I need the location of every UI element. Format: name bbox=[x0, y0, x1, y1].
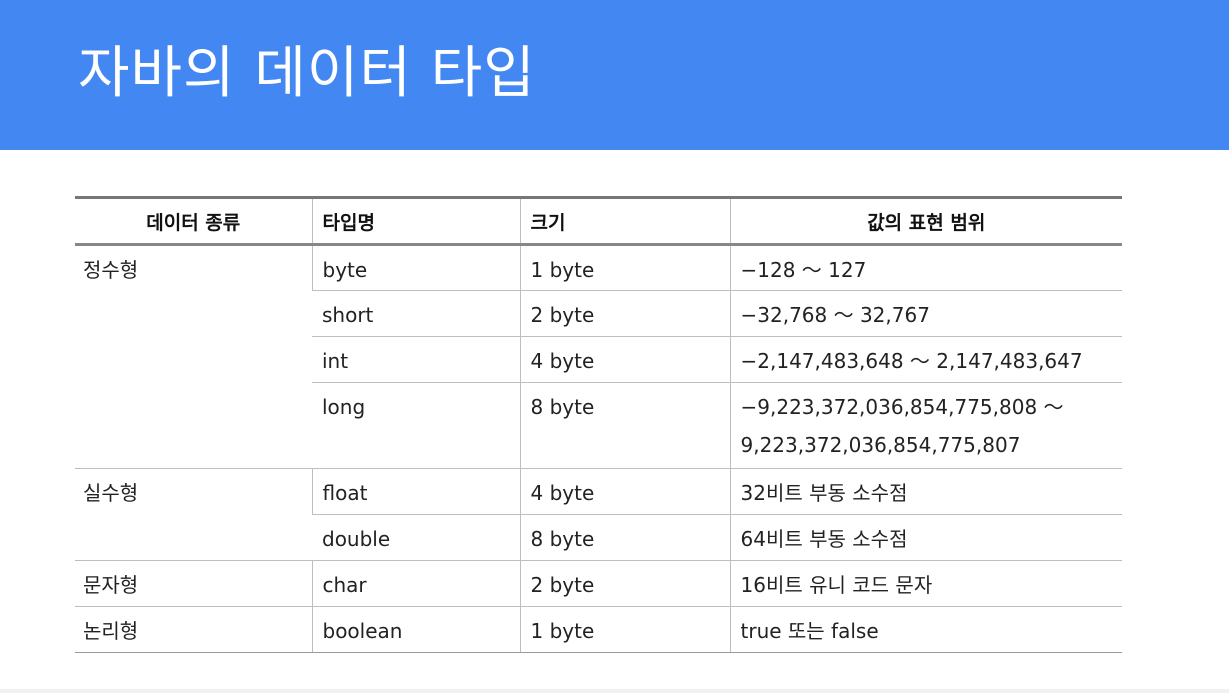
title-banner: 자바의 데이터 타입 bbox=[0, 0, 1229, 150]
size-cell: 1 byte bbox=[519, 606, 730, 653]
type-cell: long bbox=[312, 382, 520, 469]
size-cell: 8 byte bbox=[519, 514, 730, 561]
category-cell: 실수형 bbox=[75, 468, 312, 561]
size-cell: 1 byte bbox=[519, 244, 730, 291]
type-cell: float bbox=[311, 468, 520, 515]
header-type-name: 타입명 bbox=[311, 196, 520, 246]
category-cell: 문자형 bbox=[75, 560, 312, 607]
range-cell: 64비트 부동 소수점 bbox=[729, 514, 1122, 561]
type-cell: int bbox=[312, 336, 520, 383]
size-cell: 4 byte bbox=[519, 468, 730, 515]
data-type-table: 데이터 종류 타입명 크기 값의 표현 범위 정수형 byte 1 byte −… bbox=[75, 196, 1122, 653]
table-row: 실수형 float 4 byte 32비트 부동 소수점 bbox=[75, 468, 1122, 561]
table-row: short 2 byte −32,768 ～ 32,767 bbox=[75, 290, 1122, 337]
page-title: 자바의 데이터 타입 bbox=[78, 41, 536, 106]
table-row: double 8 byte 64비트 부동 소수점 bbox=[75, 514, 1122, 561]
size-cell: 8 byte bbox=[519, 382, 730, 469]
table-header-row: 데이터 종류 타입명 크기 값의 표현 범위 bbox=[75, 196, 1122, 246]
range-cell: 16비트 유니 코드 문자 bbox=[729, 560, 1122, 607]
type-cell: double bbox=[312, 514, 520, 561]
range-cell: −2,147,483,648 ～ 2,147,483,647 bbox=[729, 336, 1122, 383]
footer-divider bbox=[0, 689, 1229, 693]
header-size: 크기 bbox=[519, 196, 730, 246]
range-cell: true 또는 false bbox=[729, 606, 1122, 653]
range-cell: −128 ～ 127 bbox=[729, 244, 1122, 291]
header-value-range: 값의 표현 범위 bbox=[729, 196, 1122, 246]
type-cell: byte bbox=[311, 244, 520, 291]
size-cell: 2 byte bbox=[519, 290, 730, 337]
range-line-1: −9,223,372,036,854,775,808 ～ bbox=[740, 395, 1064, 419]
range-cell: −32,768 ～ 32,767 bbox=[729, 290, 1122, 337]
type-cell: short bbox=[312, 290, 520, 337]
size-cell: 2 byte bbox=[519, 560, 730, 607]
table-row: int 4 byte −2,147,483,648 ～ 2,147,483,64… bbox=[75, 336, 1122, 383]
type-cell: char bbox=[311, 560, 520, 607]
header-category: 데이터 종류 bbox=[75, 196, 312, 246]
table-row: 정수형 byte 1 byte −128 ～ 127 bbox=[75, 244, 1122, 469]
range-cell: 32비트 부동 소수점 bbox=[729, 468, 1122, 515]
table-row: 문자형 char 2 byte 16비트 유니 코드 문자 bbox=[75, 560, 1122, 607]
table-row: 논리형 boolean 1 byte true 또는 false bbox=[75, 606, 1122, 653]
table-row: long 8 byte −9,223,372,036,854,775,808 ～… bbox=[75, 382, 1122, 469]
range-line-2: 9,223,372,036,854,775,807 bbox=[740, 433, 1021, 457]
category-cell: 정수형 bbox=[75, 244, 312, 469]
type-cell: boolean bbox=[311, 606, 520, 653]
category-cell: 논리형 bbox=[75, 606, 312, 653]
range-cell: −9,223,372,036,854,775,808 ～ 9,223,372,0… bbox=[729, 382, 1122, 469]
table: 데이터 종류 타입명 크기 값의 표현 범위 정수형 byte 1 byte −… bbox=[75, 196, 1122, 653]
size-cell: 4 byte bbox=[519, 336, 730, 383]
